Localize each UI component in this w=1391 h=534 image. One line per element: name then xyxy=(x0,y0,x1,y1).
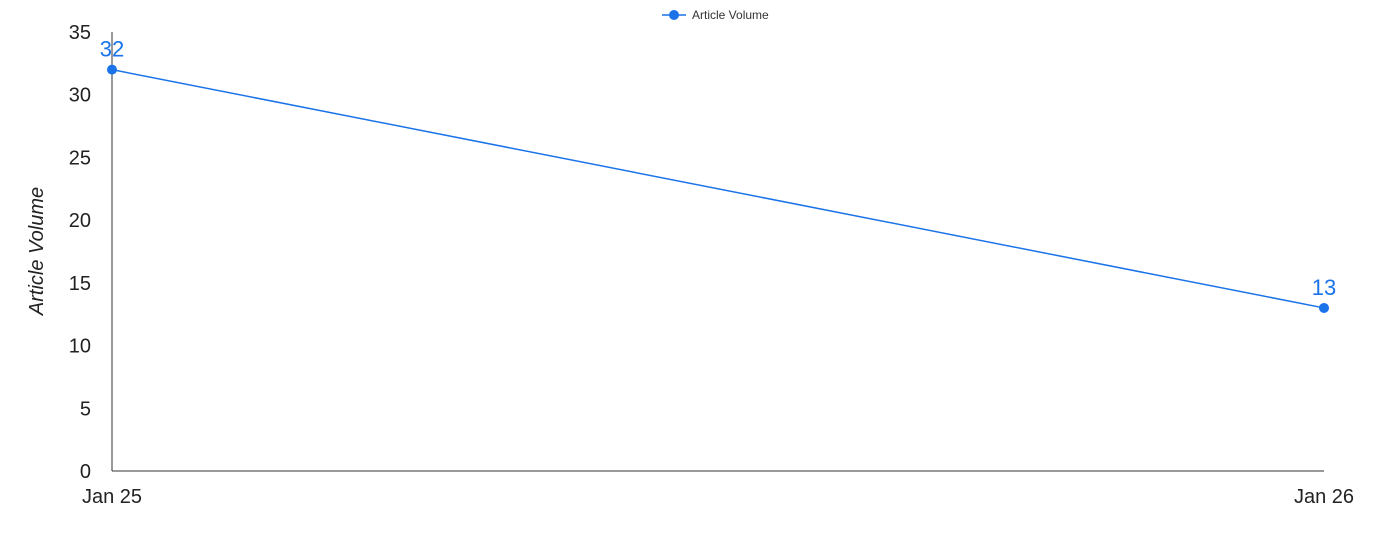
y-tick-label: 0 xyxy=(80,461,91,483)
data-point[interactable] xyxy=(1319,302,1329,313)
y-tick-label: 5 xyxy=(80,398,91,420)
legend-label: Article Volume xyxy=(692,8,769,22)
series-line xyxy=(111,68,1325,309)
y-tick-label: 10 xyxy=(69,336,91,358)
y-tick-label: 20 xyxy=(69,210,91,232)
data-label: 32 xyxy=(100,37,124,62)
y-tick-label: 30 xyxy=(69,85,91,107)
y-tick-label: 15 xyxy=(69,273,91,295)
y-tick-label: 35 xyxy=(69,22,91,44)
y-axis-ticks: 0 5 10 15 20 25 30 35 xyxy=(69,22,91,483)
data-point[interactable] xyxy=(107,64,117,75)
y-tick-label: 25 xyxy=(69,147,91,169)
x-tick-label: Jan 26 xyxy=(1294,486,1354,508)
x-tick-label: Jan 25 xyxy=(82,486,142,508)
data-label: 13 xyxy=(1312,275,1336,300)
y-axis-title: Article Volume xyxy=(26,187,48,316)
series-layer: 32 13 xyxy=(100,37,1336,313)
legend[interactable]: Article Volume xyxy=(662,8,769,22)
legend-point-marker xyxy=(669,10,679,20)
x-axis-ticks: Jan 25 Jan 26 xyxy=(82,486,1354,508)
